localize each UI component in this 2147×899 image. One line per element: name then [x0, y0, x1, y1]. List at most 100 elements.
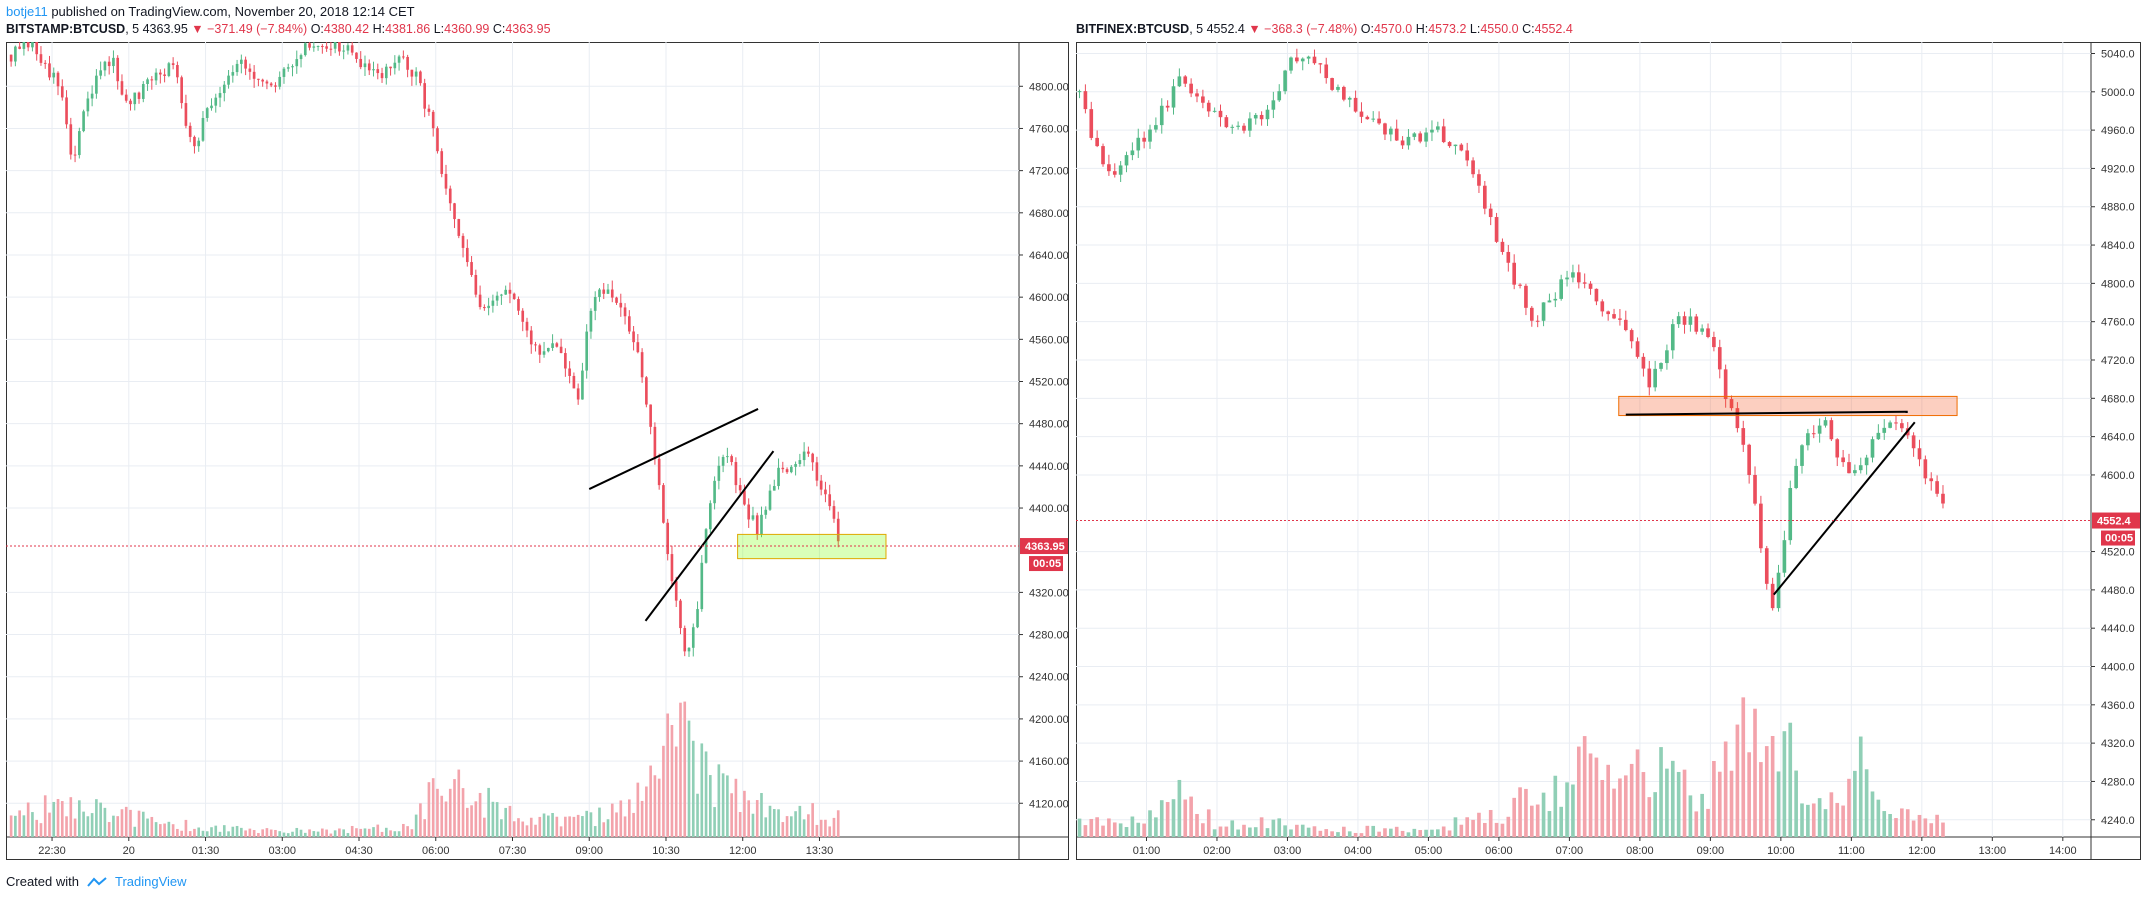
y-tick-label: 4800.00 — [1029, 81, 1069, 93]
volume-bar — [65, 816, 68, 837]
x-tick-label: 07:00 — [1556, 845, 1584, 857]
volume-bar — [1412, 828, 1417, 837]
volume-bar — [1248, 827, 1252, 837]
volume-bar — [1747, 752, 1751, 837]
volume-bar — [299, 829, 303, 837]
y-tick-label: 4760.00 — [1029, 123, 1069, 135]
bitstamp-chart[interactable]: 4800.00 4760.00 4720.00 4680.00 4640.00 4600.… — [6, 42, 1069, 860]
candle-body — [790, 466, 793, 473]
candle-body — [483, 307, 486, 309]
candle-body — [22, 42, 26, 49]
tradingview-link[interactable]: TradingView — [87, 874, 187, 889]
candle-body — [376, 69, 380, 74]
volume-bar — [487, 787, 490, 837]
volume-bar — [555, 816, 559, 837]
y-tick-label: 4280.00 — [1029, 630, 1069, 642]
volume-bar — [1318, 830, 1323, 837]
candle-body — [252, 71, 256, 79]
volume-bar — [1606, 764, 1610, 837]
volume-bar — [231, 826, 235, 837]
x-tick-label: 04:30 — [345, 845, 373, 857]
y-tick-label: 4680.00 — [1029, 208, 1069, 220]
volume-bar — [1436, 829, 1440, 837]
y-tick-label: 4680.0 — [2101, 393, 2135, 405]
volume-bar — [1095, 817, 1099, 837]
volume-bar — [295, 827, 299, 837]
candle-body — [367, 63, 371, 71]
candle-body — [1741, 428, 1746, 445]
candle-body — [1095, 137, 1099, 147]
candle-body — [529, 330, 533, 345]
bitfinex-chart[interactable]: 5040.0 5000.0 4960.0 4920.0 4880.0 4840.0 4800… — [1076, 42, 2141, 860]
candle-body — [743, 490, 746, 505]
volume-bar — [193, 828, 196, 837]
volume-bar — [325, 829, 328, 837]
volume-bar — [819, 819, 823, 837]
volume-bar — [146, 818, 149, 837]
volume-bar — [78, 800, 81, 837]
y-tick-label: 4320.0 — [2101, 738, 2135, 750]
volume-bar — [90, 813, 94, 837]
candle-body — [572, 375, 576, 389]
candle-body — [1488, 208, 1493, 218]
candle-body — [781, 467, 785, 470]
volume-bar — [282, 832, 286, 837]
volume-bar — [572, 816, 576, 837]
volume-bar — [1741, 697, 1746, 837]
volume-bar — [1330, 831, 1334, 837]
volume-bar — [240, 827, 243, 837]
volume-bar — [218, 831, 222, 837]
volume-bar — [610, 803, 614, 837]
volume-bar — [1888, 814, 1892, 837]
candle-body — [500, 294, 503, 296]
candle-body — [1248, 118, 1252, 131]
candle-body — [1829, 420, 1834, 440]
candle-body — [679, 600, 682, 629]
candle-body — [1694, 316, 1699, 332]
candle-body — [1371, 118, 1376, 120]
candle-body — [747, 504, 751, 520]
volume-bar — [461, 788, 465, 837]
volume-bar — [1547, 811, 1552, 837]
volume-bar — [1107, 818, 1111, 837]
candle-body — [1453, 144, 1458, 147]
volume-bar — [1500, 823, 1505, 837]
candle-body — [1383, 123, 1387, 135]
volume-bar — [39, 823, 43, 837]
candle-body — [227, 75, 230, 85]
volume-bar — [721, 773, 725, 837]
candle-body — [291, 66, 294, 68]
candle-body — [1588, 283, 1593, 289]
volume-bar — [777, 809, 780, 837]
volume-bar — [1847, 778, 1851, 837]
candle-body — [610, 289, 614, 298]
candle-body — [1289, 57, 1293, 71]
candle-body — [1512, 262, 1517, 285]
volume-bar — [691, 740, 695, 837]
author-link[interactable]: botje11 — [6, 4, 48, 19]
volume-bar — [60, 801, 64, 837]
volume-bar — [124, 806, 128, 837]
volume-bar — [627, 799, 631, 837]
candle-body — [1723, 369, 1728, 400]
candle-body — [1300, 58, 1305, 62]
right-last: 4552.4 — [1206, 22, 1245, 36]
volume-bar — [389, 830, 392, 837]
candle-body — [210, 105, 213, 109]
candle-body — [546, 347, 550, 352]
volume-bar — [1594, 757, 1599, 837]
volume-bar — [73, 818, 77, 837]
candle-body — [444, 173, 448, 189]
candle-body — [1835, 439, 1840, 458]
volume-bar — [785, 816, 789, 837]
publish-info: published on TradingView.com, November 2… — [51, 4, 415, 19]
volume-bar — [738, 812, 742, 837]
volume-bar — [112, 815, 115, 837]
candle-body — [555, 343, 559, 347]
candle-body — [832, 506, 836, 519]
volume-bar — [1618, 778, 1622, 837]
candle-body — [133, 92, 137, 105]
volume-bar — [1230, 820, 1235, 837]
candle-body — [120, 81, 124, 95]
y-tick-label: 4240.00 — [1029, 672, 1069, 684]
